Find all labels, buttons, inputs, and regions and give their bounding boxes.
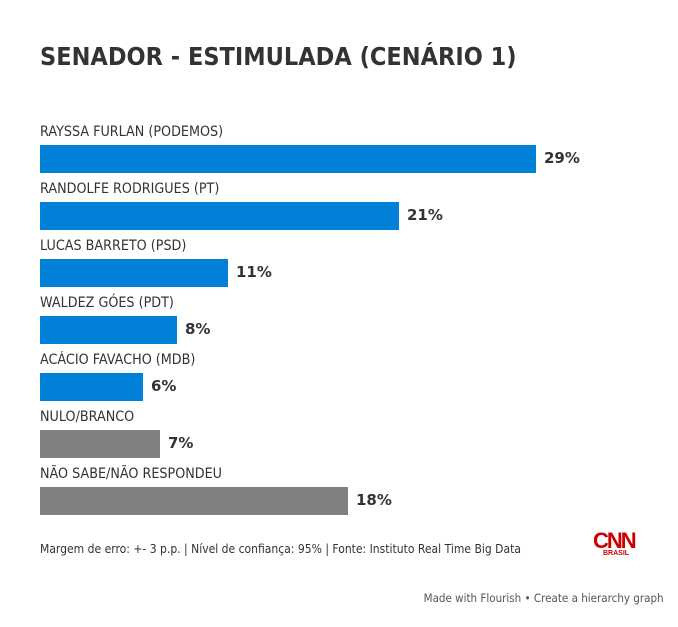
bar — [40, 430, 160, 458]
flourish-credit-link[interactable]: Made with Flourish • Create a hierarchy … — [424, 591, 664, 605]
bar-label: LUCAS BARRETO (PSD) — [40, 238, 187, 254]
bar-label: ACÁCIO FAVACHO (MDB) — [40, 352, 196, 368]
logo-main-text: CNN — [593, 528, 637, 553]
bar — [40, 316, 177, 344]
bar-value-label: 21% — [407, 206, 443, 224]
bar — [40, 373, 143, 401]
cnn-brasil-logo: CNN BRASIL — [593, 528, 643, 560]
bar-value-label: 7% — [168, 434, 194, 452]
bar — [40, 259, 228, 287]
source-note: Margem de erro: +- 3 p.p. | Nível de con… — [40, 542, 521, 556]
bar-value-label: 29% — [544, 149, 580, 167]
bar-label: WALDEZ GÓES (PDT) — [40, 295, 174, 311]
bar-row: RANDOLFE RODRIGUES (PT) 21% — [40, 177, 660, 234]
bar — [40, 202, 399, 230]
bar-row: LUCAS BARRETO (PSD) 11% — [40, 234, 660, 291]
bar-label: NULO/BRANCO — [40, 409, 135, 425]
bar-value-label: 11% — [236, 263, 272, 281]
bar-value-label: 18% — [356, 491, 392, 509]
bar — [40, 487, 348, 515]
bar-row: ACÁCIO FAVACHO (MDB) 6% — [40, 348, 660, 405]
bar-value-label: 6% — [151, 377, 177, 395]
bar-row: NULO/BRANCO 7% — [40, 405, 660, 462]
bar-label: NÃO SABE/NÃO RESPONDEU — [40, 466, 223, 482]
bar-row: RAYSSA FURLAN (PODEMOS) 29% — [40, 120, 660, 177]
chart-title: SENADOR - ESTIMULADA (CENÁRIO 1) — [40, 42, 517, 71]
bar-row: NÃO SABE/NÃO RESPONDEU 18% — [40, 462, 660, 519]
logo-sub-text: BRASIL — [603, 550, 630, 557]
bar-row: WALDEZ GÓES (PDT) 8% — [40, 291, 660, 348]
bar-label: RANDOLFE RODRIGUES (PT) — [40, 181, 220, 197]
bar-chart: RAYSSA FURLAN (PODEMOS) 29% RANDOLFE RODRI… — [40, 120, 660, 520]
bar-label: RAYSSA FURLAN (PODEMOS) — [40, 124, 224, 140]
bar-value-label: 8% — [185, 320, 211, 338]
bar — [40, 145, 536, 173]
